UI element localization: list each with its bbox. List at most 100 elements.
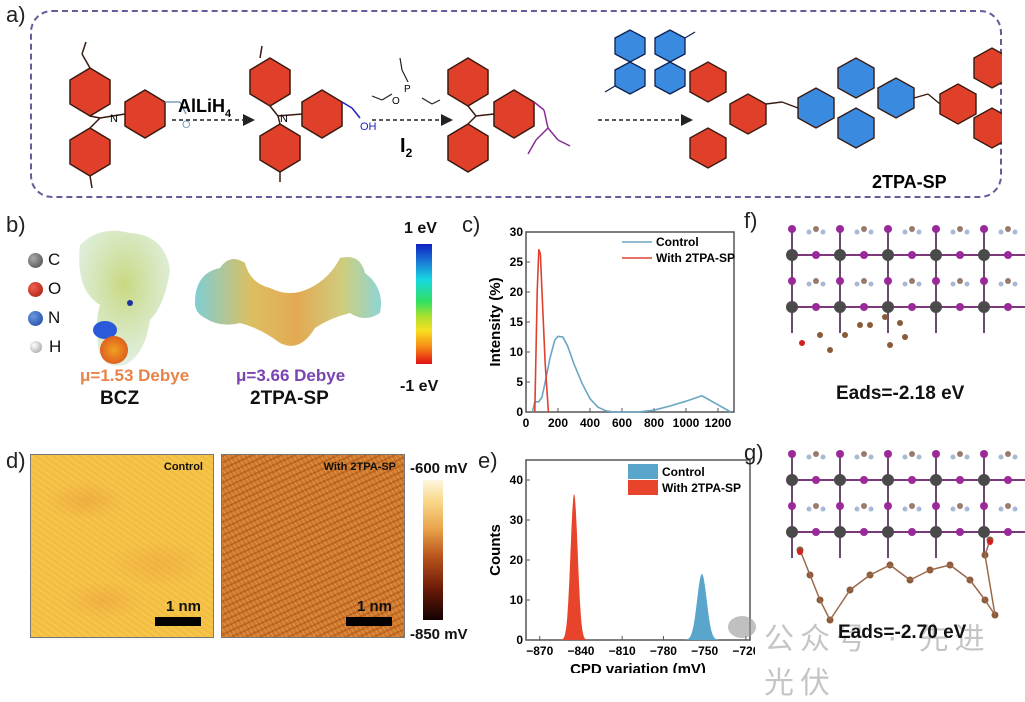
x-tick-label: 0	[523, 416, 530, 427]
pb-atom	[978, 526, 990, 538]
fa-cation	[1012, 454, 1018, 460]
scalebar	[346, 617, 392, 626]
hydrogen-ball-icon	[30, 341, 42, 353]
pb-atom	[978, 249, 990, 261]
y-tick-label: 20	[510, 285, 524, 299]
atom-legend-item: N	[28, 308, 61, 328]
fa-cation	[964, 281, 970, 287]
fa-cation	[1005, 503, 1011, 509]
bcz-adsorption-energy: Eads=-2.18 eV	[836, 383, 965, 404]
fa-cation	[820, 281, 826, 287]
i-atom	[788, 277, 796, 285]
i-atom	[908, 528, 916, 536]
x-tick-label: 800	[644, 416, 664, 427]
fa-cation	[957, 451, 963, 457]
legend-swatch	[628, 464, 658, 479]
2tpa-sp-adsorption-structure	[786, 450, 1025, 624]
fa-cation	[868, 229, 874, 235]
kpfm-image-2tpa-sp: With 2TPA-SP 1 nm	[221, 454, 405, 638]
molecule-bond	[849, 574, 871, 591]
i-atom	[932, 450, 940, 458]
fa-cation	[1012, 506, 1018, 512]
esp-colorbar-max: 1 eV	[404, 220, 437, 237]
fa-cation	[820, 454, 826, 460]
molecule-atom	[817, 332, 823, 338]
fa-cation	[916, 454, 922, 460]
oxygen-atom	[987, 539, 993, 545]
fa-cation	[1005, 278, 1011, 284]
cpd-colorbar-max: -600 mV	[410, 460, 468, 477]
x-tick-label: 1000	[673, 416, 700, 427]
fa-cation	[861, 503, 867, 509]
triethyl-phosphite	[371, 57, 441, 105]
molecule-aldehyde	[69, 41, 187, 189]
fa-cation	[950, 454, 956, 460]
fa-cation	[916, 281, 922, 287]
fa-cation	[957, 503, 963, 509]
pb-atom	[882, 301, 894, 313]
pb-atom	[834, 474, 846, 486]
fa-cation	[820, 506, 826, 512]
fa-cation	[813, 503, 819, 509]
fa-cation	[854, 229, 860, 235]
fa-cation	[868, 454, 874, 460]
phosphite-o: O	[392, 96, 400, 107]
panel-c-label: c)	[462, 212, 481, 237]
fa-cation	[909, 278, 915, 284]
panel-a-label: a)	[6, 2, 26, 27]
pb-atom	[834, 526, 846, 538]
fa-cation	[998, 506, 1004, 512]
panel-e-label: e)	[478, 448, 498, 473]
scalebar	[155, 617, 201, 626]
pb-atom	[930, 301, 942, 313]
synthesis-scheme-frame	[30, 10, 1002, 198]
product-name: 2TPA-SP	[872, 172, 947, 192]
y-axis-label: Intensity (%)	[487, 277, 504, 366]
molecule-2tpa-sp	[689, 47, 1002, 169]
fa-cation	[806, 454, 812, 460]
atom-legend-item: O	[28, 279, 61, 299]
series-area-control	[682, 574, 722, 640]
i-atom	[1004, 476, 1012, 484]
y-tick-label: 5	[516, 375, 523, 389]
fa-cation	[998, 229, 1004, 235]
molecule-bond	[969, 579, 986, 601]
y-tick-label: 10	[510, 345, 524, 359]
nitrogen-ball-icon	[28, 310, 43, 326]
i-atom	[956, 528, 964, 536]
i-atom	[812, 251, 820, 259]
scalebar-label: 1 nm	[165, 598, 201, 615]
series-line-with-2tpa-sp	[534, 249, 550, 413]
i-atom	[908, 476, 916, 484]
fa-cation	[964, 506, 970, 512]
molecule-atom	[887, 342, 893, 348]
i-atom	[812, 476, 820, 484]
i-atom	[908, 303, 916, 311]
pb-atom	[834, 301, 846, 313]
i-atom	[956, 251, 964, 259]
y-tick-label: 0	[516, 405, 523, 419]
molecule-phosphonate	[447, 57, 571, 173]
fa-cation	[950, 281, 956, 287]
pb-atom	[978, 474, 990, 486]
i-atom	[884, 277, 892, 285]
synthesis-scheme: N O AlLiH4 N OH P O I2	[69, 29, 1002, 192]
fa-cation	[998, 281, 1004, 287]
i-atom	[884, 502, 892, 510]
x-tick-label: 200	[548, 416, 568, 427]
legend-label: Control	[656, 235, 699, 249]
legend-label: Control	[662, 465, 705, 479]
pb-atom	[786, 301, 798, 313]
i-atom	[980, 225, 988, 233]
i-atom	[836, 450, 844, 458]
molecule-bond	[829, 589, 851, 621]
fa-cation	[902, 281, 908, 287]
2tpa-sp-adsorption-energy: Eads=-2.70 eV	[838, 622, 967, 643]
kpfm-control-title: Control	[163, 461, 203, 473]
i-atom	[956, 303, 964, 311]
fa-cation	[902, 506, 908, 512]
fa-cation	[964, 454, 970, 460]
i-atom	[860, 476, 868, 484]
bcz-name: BCZ	[100, 388, 140, 409]
molecule-atom	[842, 332, 848, 338]
